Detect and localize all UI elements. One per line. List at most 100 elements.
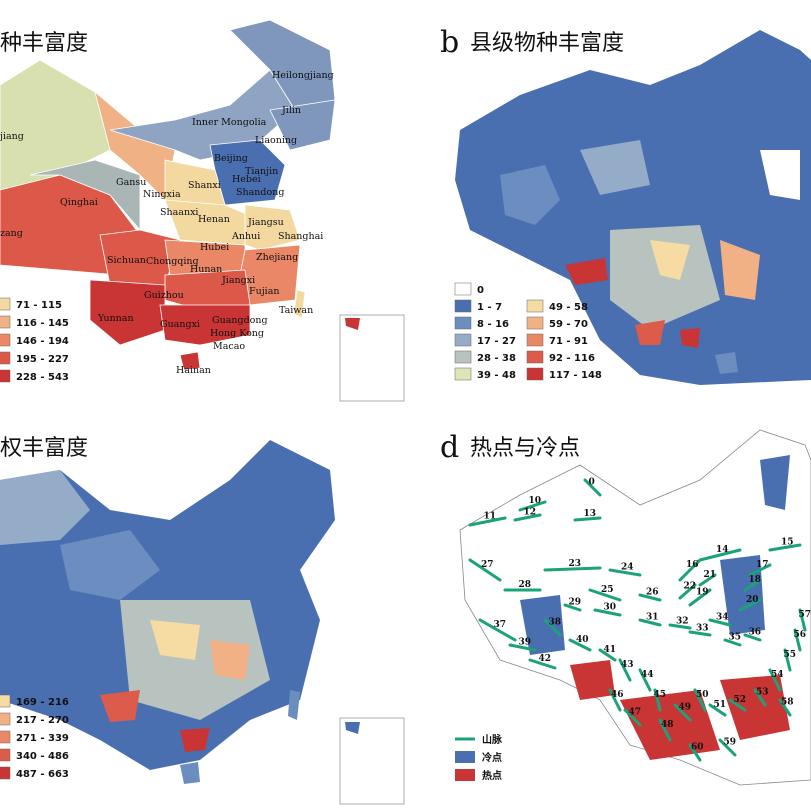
mountain-range-label: 45 [654,690,667,700]
mountain-range-label: 13 [584,509,597,519]
panel-b-letter: b [440,25,459,60]
mountain-range [653,688,662,712]
label-heilongjiang: Heilongjiang [272,70,334,81]
mountain-range [598,648,617,662]
region-hainan [179,351,201,371]
label-guangdong: Guangdong [212,315,268,326]
mountain-range-label: 10 [529,496,542,506]
legend-a-swatch [0,297,11,311]
mountain-range [588,588,622,602]
legend-b-left-label: 1 - 7 [477,302,502,313]
mountain-range [688,588,712,607]
mountain-range-label: 12 [524,508,537,518]
mountain-range [608,688,622,712]
label-zhejiang: Zhejiang [256,252,298,263]
label-sichuan: Sichuan [107,255,146,266]
mountain-range [698,548,742,562]
legend-c-swatch [0,748,11,762]
region-b-hot1 [565,258,608,285]
mountain-range-label: 39 [519,638,532,648]
mountain-range [543,566,602,572]
legend-b-right-label: 49 - 58 [549,302,588,313]
mountain-range-label: 16 [686,560,699,570]
mountain-range [623,708,642,727]
legend-b-left-swatch [454,316,472,330]
mountain-range [618,658,632,682]
legend-a-label: 228 - 543 [16,372,69,383]
legend-d-label: 冷点 [482,751,502,764]
region-b-gansu [580,140,650,195]
legend-c-swatch [0,694,11,708]
panel-a-labels: Heilongjiang Jilin Liaoning Inner Mongol… [0,70,334,376]
region-b-white [760,150,800,200]
region-d-hot3 [720,675,790,740]
label-tianjin: Tianjin [245,166,278,177]
mountain-range [768,543,802,552]
mountain-range [478,618,517,642]
mountain-range-label: 53 [756,688,769,698]
label-taiwan: Taiwan [279,305,313,316]
label-hainan: Hainan [176,365,211,376]
mountain-range-label: 11 [484,512,497,522]
panel-b-title: 县级物种丰富度 [470,31,624,56]
panel-d-letter: d [440,430,459,465]
mountain-range [468,516,507,527]
label-gansu: Gansu [116,177,146,188]
legend-a-swatch [0,315,11,329]
region-b-hainan [715,352,738,374]
legend-b-left-swatch [454,333,472,347]
mountain-range [508,643,537,652]
mountain-range-label: 33 [696,624,709,634]
region-c-orange [210,640,250,680]
legend-c-label: 487 - 663 [16,769,69,780]
legend-a-swatch [0,351,11,365]
mountain-range-label: 34 [716,613,729,623]
label-anhui: Anhui [231,231,260,242]
region-c-west [0,470,90,545]
mountain-range-label: 29 [569,598,582,608]
region-b-red3 [680,328,700,348]
region-b-mix [610,225,720,330]
mountain-range-label: 40 [576,635,589,645]
mountain-range-label: 43 [621,660,634,670]
legend-b-left-swatch [454,350,472,364]
mountain-range [678,558,702,582]
mountain-range [723,638,742,647]
legend-b-right-swatch [526,299,544,313]
label-beijing: Beijing [214,153,248,164]
label-shaanxi: Shaanxi [160,207,198,218]
legend-b-right-label: 59 - 70 [549,319,588,330]
mountain-range-label: 47 [629,708,642,718]
mountain-range-label: 31 [646,613,659,623]
legend-b-left-label: 17 - 27 [477,336,516,347]
mountain-range-label: 17 [756,560,769,570]
mountain-range-label: 41 [604,645,617,655]
label-jiangxi: Jiangxi [221,275,255,286]
legend-b-left-swatch [454,367,472,381]
panel-b-legend: 0 1 - 7 8 - 16 17 - 27 28 - 38 39 - 48 49 - 58… [454,282,602,381]
label-jiangsu: Jiangsu [247,217,284,228]
panel-c-legend: 169 - 216 217 - 270 271 - 339 340 - 486 487 … [0,694,69,780]
legend-c-swatch [0,766,11,780]
label-inner-mongolia: Inner Mongolia [192,117,267,128]
mountain-range [768,668,782,692]
legend-c-label: 271 - 339 [16,733,69,744]
mountain-range [693,688,707,712]
region-c-hainan [180,762,200,784]
mountain-range-label: 51 [714,700,727,710]
region-b-red2 [635,320,665,345]
mountain-range [718,738,737,757]
panel-b-map [455,30,811,385]
mountain-range [563,603,582,612]
mountain-range-label: 28 [519,580,532,590]
legend-b-left-swatch [454,282,472,296]
mountain-range-label: 35 [729,633,742,643]
label-hongkong: Hong Kong [210,328,264,339]
mountain-range-label: 36 [749,628,762,638]
mountain-range [543,618,562,637]
mountain-range [658,718,672,742]
mountain-range-label: 22 [684,582,697,592]
mountain-range [688,630,712,637]
label-hubei: Hubei [200,242,229,253]
